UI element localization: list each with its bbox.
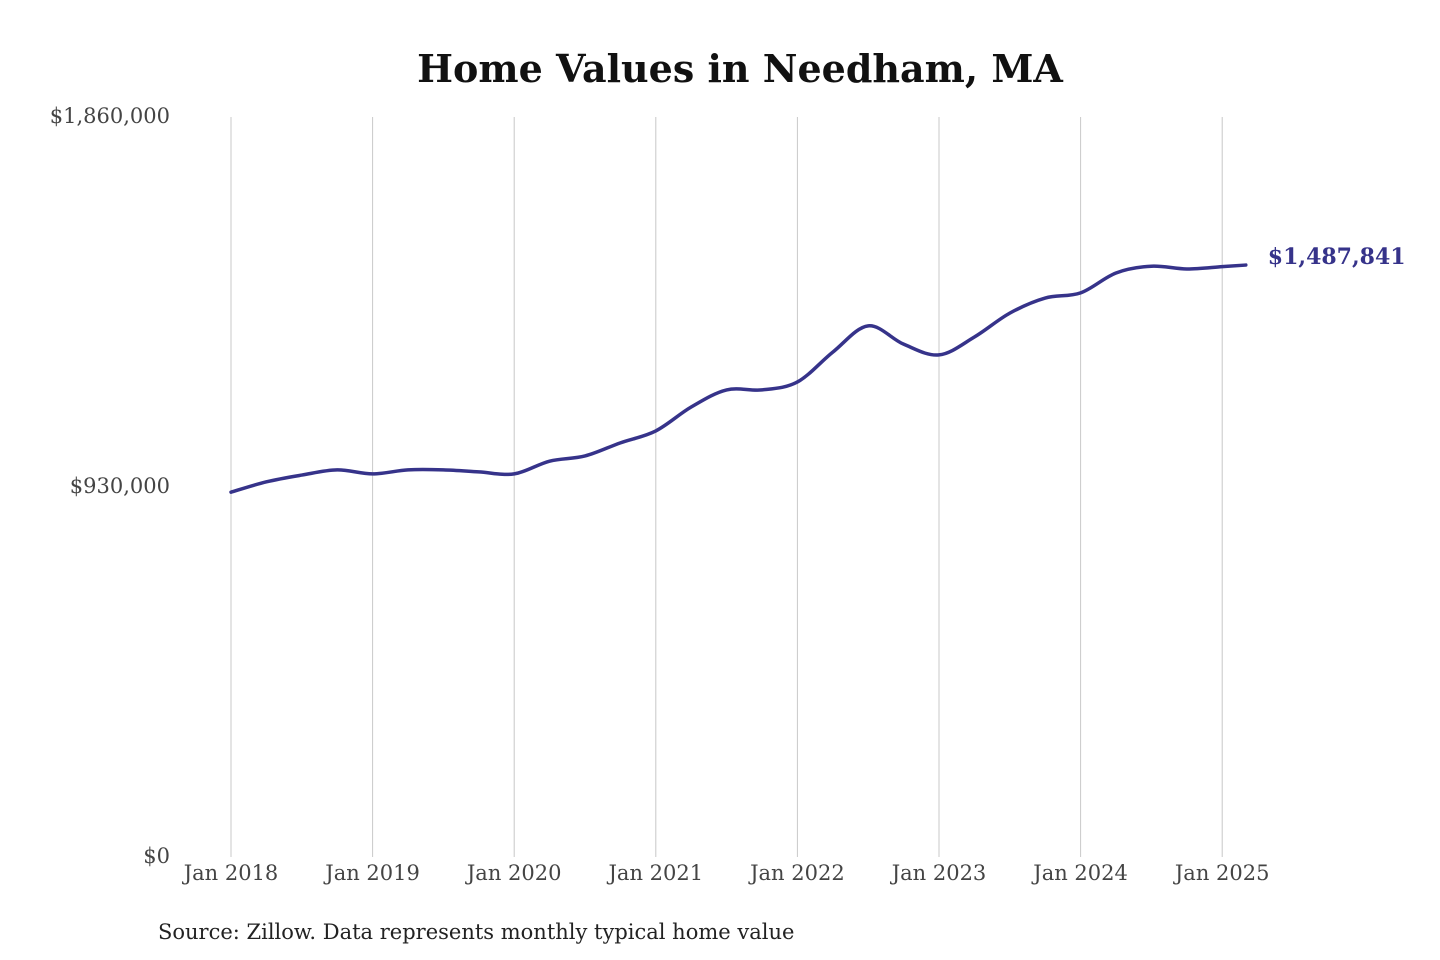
source-note: Source: Zillow. Data represents monthly …: [158, 920, 794, 944]
x-tick-label: Jan 2021: [607, 861, 704, 885]
x-tick-label: Jan 2024: [1031, 861, 1128, 885]
chart-title: Home Values in Needham, MA: [417, 46, 1063, 91]
y-tick-label: $930,000: [70, 474, 170, 498]
x-tick-label: Jan 2025: [1173, 861, 1270, 885]
x-tick-label: Jan 2022: [748, 861, 845, 885]
x-axis: Jan 2018 Jan 2019 Jan 2020 Jan 2021 Jan 2022…: [182, 861, 1270, 885]
x-tick-label: Jan 2020: [465, 861, 562, 885]
y-axis: $0 $930,000 $1,860,000: [50, 104, 170, 868]
gridlines: [230, 117, 1223, 857]
y-tick-label: $1,860,000: [50, 104, 170, 128]
x-tick-label: Jan 2019: [323, 861, 420, 885]
x-tick-label: Jan 2023: [890, 861, 987, 885]
x-tick-label: Jan 2018: [182, 861, 279, 885]
y-tick-label: $0: [143, 844, 170, 868]
series-line: [229, 263, 1248, 494]
end-value-label: $1,487,841: [1268, 244, 1406, 270]
